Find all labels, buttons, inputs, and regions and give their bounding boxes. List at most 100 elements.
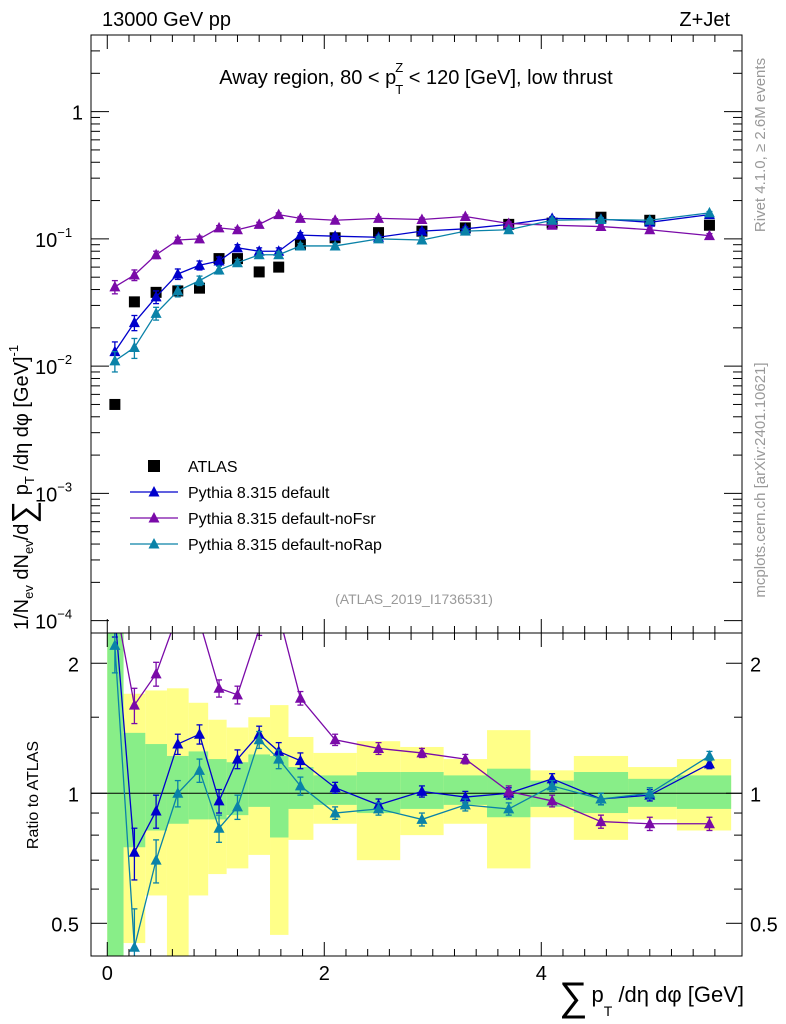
data-point [213,221,225,233]
process-label: Z+Jet [679,9,730,31]
ratio-point [416,785,428,796]
data-point [503,217,515,229]
data-point [644,214,656,225]
ratio-point [172,608,183,619]
ratio-band-green [226,762,249,816]
data-point [231,256,243,268]
ratio-ytick-label-right: 0.5 [750,914,778,936]
data-point [373,212,385,223]
data-point [150,307,162,318]
ratio-point [150,667,162,679]
ratio-point [150,804,162,816]
ratio-band-green [188,751,209,820]
ratio-point [703,749,715,761]
data-point [150,290,162,302]
data-point [231,223,243,235]
legend-marker [148,512,160,523]
ratio-point [595,792,607,804]
data-point [109,398,121,410]
ratio-ylabel: Ratio to ATLAS [25,741,42,849]
data-point [595,220,607,232]
ratio-point [109,594,120,605]
data-point [194,232,205,244]
ratio-panel: 0.5 0.5 1 1 2 2 0 2 4 Ratio to ATLAS ∑ pT /dη dφ … [25,594,778,1019]
ratio-point [595,815,607,827]
ratio-point [109,639,121,650]
series-3 [109,206,715,373]
ratio-ytick-label: 0.5 [51,914,79,936]
series-line [114,213,710,288]
legend-label: Pythia 8.315 default-noFsr [188,511,376,528]
ratio-point [459,798,471,810]
data-point [128,316,140,328]
data-point [128,296,140,308]
ratio-ytick-label-right: 2 [750,654,761,676]
ratio-point [231,688,243,700]
data-point [459,225,471,236]
ratio-point [194,615,205,626]
ratio-point [128,941,140,952]
main-ylabel: 1/Nev dNev/d∑ pT /dη dφ [GeV]-1 [5,345,41,630]
ratio-point [194,728,205,739]
data-point [194,274,205,286]
rivet-label: Rivet 4.1.0, ≥ 2.6M events [752,58,769,232]
data-point [273,261,285,273]
ratio-point [231,800,243,812]
title-post: < 120 [GeV], low thrust [403,67,613,89]
ratio-point [213,682,225,693]
data-point [213,255,225,266]
legend-label: Pythia 8.315 default [188,485,330,502]
legend-marker [148,538,160,549]
ratio-point [294,754,306,766]
ratio-point [294,779,306,791]
main-panel: 1 10−1 10−2 10−3 10−4 Away region, 80 < pZ T … [5,34,743,634]
data-point [416,225,428,236]
legend-marker [148,460,160,472]
ratio-xtick-label: 2 [319,963,330,985]
ratio-ytick-label: 2 [68,654,79,676]
data-point [644,223,656,235]
ratio-ytick-label-right: 1 [750,784,761,806]
ratio-point [194,764,205,775]
ratio-series-1 [109,594,715,832]
main-ytick-label: 10−2 [35,352,72,379]
ratio-point [703,817,715,829]
main-ytick-label: 10−1 [35,225,72,252]
data-point [294,229,306,240]
ratio-xtick-label: 0 [102,963,113,985]
data-point [194,282,205,294]
ratio-band-green [573,772,629,814]
data-point [416,233,428,245]
ratio-band-green [270,755,289,838]
data-point [273,208,285,220]
ratio-point [273,608,284,619]
ratio-point [416,746,428,758]
data-point [213,263,225,275]
ratio-point [373,742,385,753]
mcplots-label: mcplots.cern.ch [arXiv:2401.10621] [752,362,769,597]
main-ytick-label: 10−4 [35,607,72,634]
ratio-point [644,817,656,829]
data-point [194,259,205,270]
legend-label: ATLAS [188,459,238,476]
data-point [109,354,121,366]
series-2 [109,208,715,295]
ratio-point [503,802,515,814]
data-point [128,341,140,353]
ratio-point [329,781,341,793]
ratio-point [172,738,184,749]
ratio-frame [90,632,743,957]
data-point [294,212,306,223]
ratio-point [546,794,558,806]
ratio-point [503,785,515,796]
ratio-band-green [676,775,732,809]
ratio-band-green [145,744,167,831]
ratio-point [416,813,428,824]
ratio-band-green [123,732,146,848]
data-point [703,229,715,241]
energy-label: 13000 GeV pp [102,9,231,31]
data-point [703,219,715,231]
ratio-xlabel: ∑ pT /dη dφ [GeV] [559,975,744,1019]
data-point [703,206,715,218]
